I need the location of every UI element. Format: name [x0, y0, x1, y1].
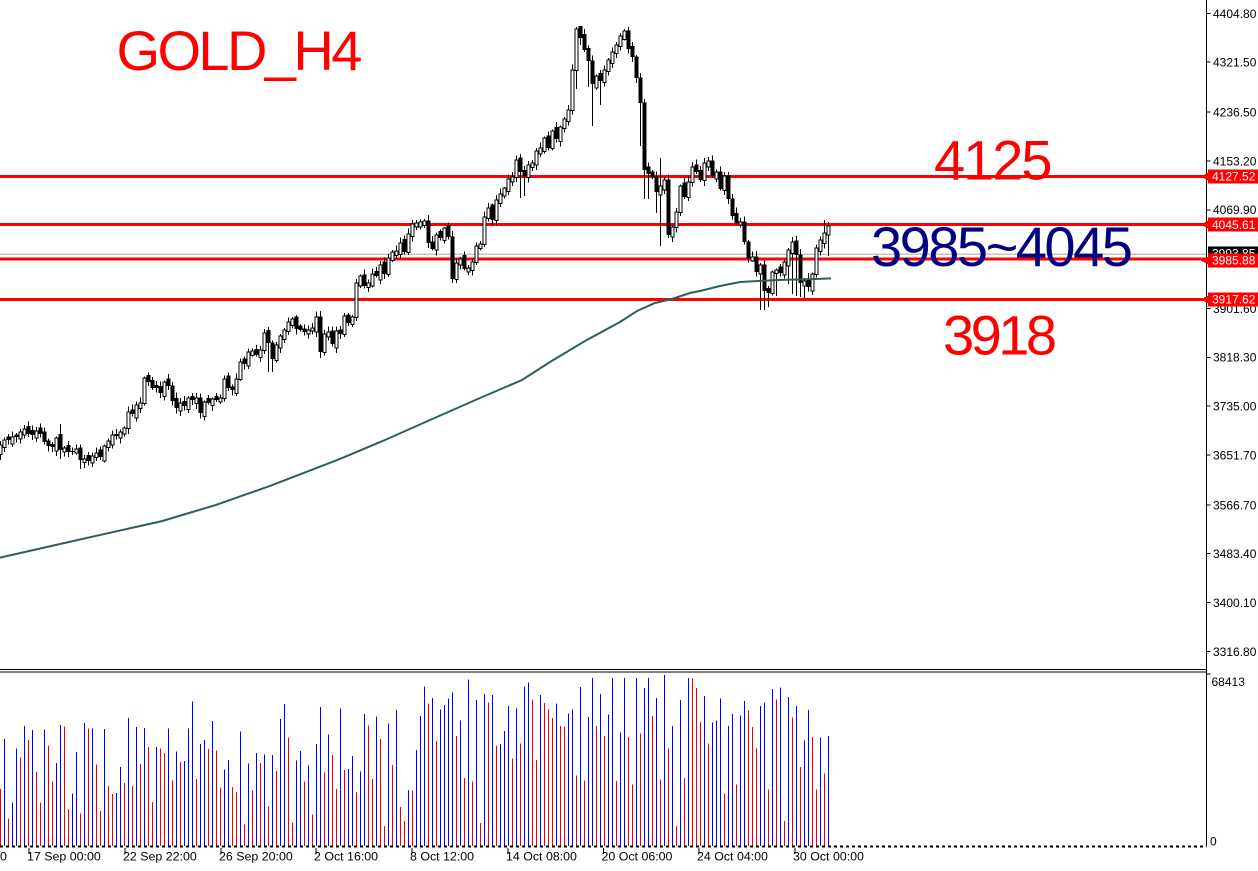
- svg-text:4236.50: 4236.50: [1213, 106, 1257, 120]
- svg-text:8 Oct 12:00: 8 Oct 12:00: [410, 850, 474, 864]
- svg-text:14 Oct 08:00: 14 Oct 08:00: [506, 850, 577, 864]
- svg-text:20 Oct 06:00: 20 Oct 06:00: [602, 850, 673, 864]
- svg-text:4404.80: 4404.80: [1213, 7, 1257, 21]
- svg-text:30 Oct 00:00: 30 Oct 00:00: [793, 850, 864, 864]
- svg-text:3316.80: 3316.80: [1213, 645, 1257, 659]
- svg-text:3985.88: 3985.88: [1212, 254, 1256, 268]
- svg-text:26 Sep 20:00: 26 Sep 20:00: [219, 850, 293, 864]
- svg-text:3918: 3918: [943, 304, 1055, 367]
- svg-text:4153.20: 4153.20: [1213, 154, 1257, 168]
- svg-text:4069.90: 4069.90: [1213, 203, 1257, 217]
- svg-text:GOLD_H4: GOLD_H4: [117, 19, 362, 82]
- svg-text:24 Oct 04:00: 24 Oct 04:00: [697, 850, 768, 864]
- svg-text:3735.00: 3735.00: [1213, 400, 1257, 414]
- svg-text:3985~4045: 3985~4045: [871, 215, 1131, 278]
- svg-text:4321.50: 4321.50: [1213, 56, 1257, 70]
- svg-text:17 Sep 00:00: 17 Sep 00:00: [27, 850, 101, 864]
- svg-text:2 Oct 16:00: 2 Oct 16:00: [314, 850, 378, 864]
- svg-text:3566.70: 3566.70: [1213, 498, 1257, 512]
- svg-text:3400.10: 3400.10: [1213, 596, 1257, 610]
- svg-text:0: 0: [0, 850, 7, 864]
- svg-text:4125: 4125: [934, 128, 1051, 191]
- svg-text:3917.62: 3917.62: [1212, 293, 1256, 307]
- svg-text:3818.30: 3818.30: [1213, 351, 1257, 365]
- svg-text:3483.40: 3483.40: [1213, 547, 1257, 561]
- svg-text:4045.61: 4045.61: [1212, 218, 1256, 232]
- svg-text:4127.52: 4127.52: [1212, 170, 1256, 184]
- svg-text:0: 0: [1210, 835, 1217, 849]
- svg-text:3651.70: 3651.70: [1213, 448, 1257, 462]
- svg-text:68413: 68413: [1212, 675, 1246, 689]
- svg-text:22 Sep 22:00: 22 Sep 22:00: [123, 850, 197, 864]
